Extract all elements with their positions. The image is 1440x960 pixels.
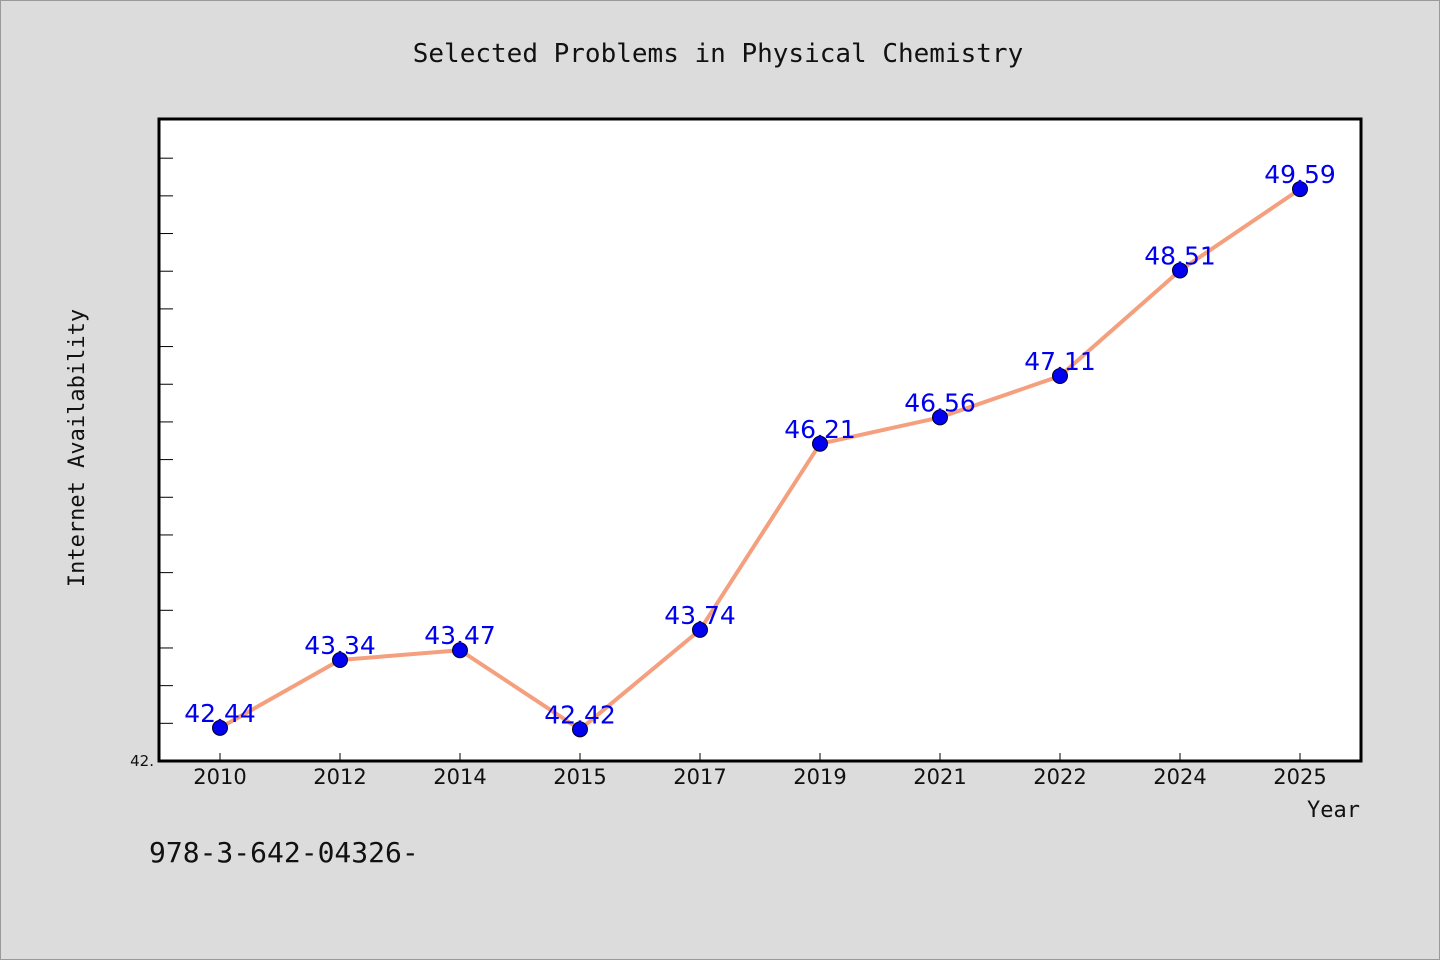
- x-tick-label: 2014: [433, 765, 486, 789]
- data-labels: 42.44 43.34 43.47 42.42 43.74 46.21 46.56 47.11…: [184, 160, 1336, 729]
- y-axis-ticks: [159, 157, 173, 762]
- data-label: 47.11: [1024, 347, 1096, 376]
- data-point: [452, 642, 468, 659]
- x-tick-label: 2012: [313, 765, 366, 789]
- data-point: [1172, 262, 1188, 279]
- data-label: 49.59: [1264, 160, 1336, 189]
- x-tick-label: 2021: [913, 765, 966, 789]
- x-axis-label: Year: [1307, 798, 1360, 823]
- x-tick-label: 2025: [1273, 765, 1326, 789]
- x-tick-label: 2017: [673, 765, 726, 789]
- plot-area: [159, 119, 1361, 761]
- data-point: [932, 409, 948, 426]
- plot-frame: [157, 117, 1363, 763]
- data-point: [1292, 181, 1308, 198]
- x-tick-label: 2024: [1153, 765, 1206, 789]
- data-label: 42.44: [184, 699, 256, 728]
- data-point: [332, 652, 348, 669]
- data-point: [692, 621, 708, 638]
- footer-text: 978-3-642-04326-: [149, 836, 419, 869]
- x-tick-label: 2022: [1033, 765, 1086, 789]
- x-tick-labels: 2010 2012 2014 2015 2017 2019 2021 2022 2024 2025: [193, 765, 1326, 789]
- series-line: [218, 187, 1302, 732]
- data-label: 43.34: [304, 631, 376, 660]
- data-point: [212, 719, 228, 736]
- x-tick-label: 2015: [553, 765, 606, 789]
- x-tick-label: 2019: [793, 765, 846, 789]
- series-markers: [212, 181, 1308, 738]
- chart-title: Selected Problems in Physical Chemistry: [413, 39, 1023, 69]
- data-label: 43.47: [424, 621, 496, 650]
- x-tick-label: 2010: [193, 765, 246, 789]
- data-label: 42.42: [544, 700, 616, 729]
- y-axis-label: Internet Availability: [65, 309, 90, 587]
- data-label: 48.51: [1144, 241, 1216, 270]
- data-label: 43.74: [664, 601, 736, 630]
- data-point: [812, 435, 828, 452]
- data-label: 46.21: [784, 415, 856, 444]
- data-point: [572, 721, 588, 738]
- data-label: 46.56: [904, 388, 976, 417]
- y-min-tick-label: 42.: [130, 752, 154, 770]
- data-point: [1052, 367, 1068, 384]
